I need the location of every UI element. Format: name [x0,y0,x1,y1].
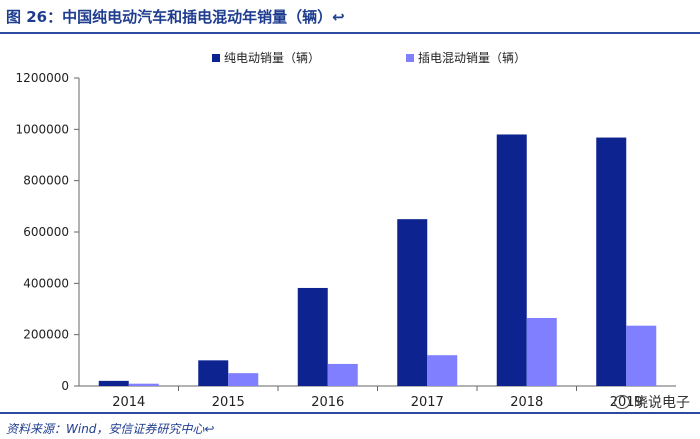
figure-header: 图 26：中国纯电动汽车和插电混动年销量（辆）↩ [0,0,700,34]
y-tick-label: 600000 [23,225,69,239]
bar-phev [526,317,557,386]
x-tick-label: 2016 [311,395,344,410]
x-tick-label: 2014 [112,395,145,410]
source-footer: 资料来源：Wind，安信证券研究中心↩ [0,412,700,439]
legend-swatch [406,54,414,62]
y-tick-label: 800000 [23,174,69,188]
bar-phev [626,325,657,386]
figure-title: 图 26：中国纯电动汽车和插电混动年销量（辆）↩ [6,8,345,26]
x-tick-label: 2018 [510,395,543,410]
bar-bev [297,287,328,386]
bar-bev [198,360,229,386]
bar-phev [327,363,358,386]
watermark-text: 晓说电子 [634,395,690,411]
legend-label: 插电混动销量（辆） [418,51,526,65]
bar-bev [98,380,129,386]
y-tick-label: 0 [61,379,69,393]
x-tick-label: 2017 [411,395,444,410]
bar-bev [596,137,627,386]
y-tick-label: 200000 [23,328,69,342]
legend-label: 纯电动销量（辆） [224,51,320,65]
x-tick-label: 2015 [212,395,245,410]
legend-swatch [212,54,220,62]
bar-phev [427,355,458,386]
watermark: 晓说电子 [614,392,690,412]
source-note: 资料来源：Wind，安信证券研究中心↩ [6,422,215,436]
wechat-icon [614,395,630,409]
bar-phev [228,373,259,386]
y-tick-label: 1200000 [16,71,69,85]
bar-chart: 纯电动销量（辆） 插电混动销量（辆） 0 200000 400000 600000 8000… [16,51,676,410]
bar-bev [397,219,428,386]
y-tick-label: 400000 [23,276,69,290]
bar-bev [496,134,527,386]
bar-phev [128,383,159,386]
y-tick-label: 1000000 [16,122,69,136]
